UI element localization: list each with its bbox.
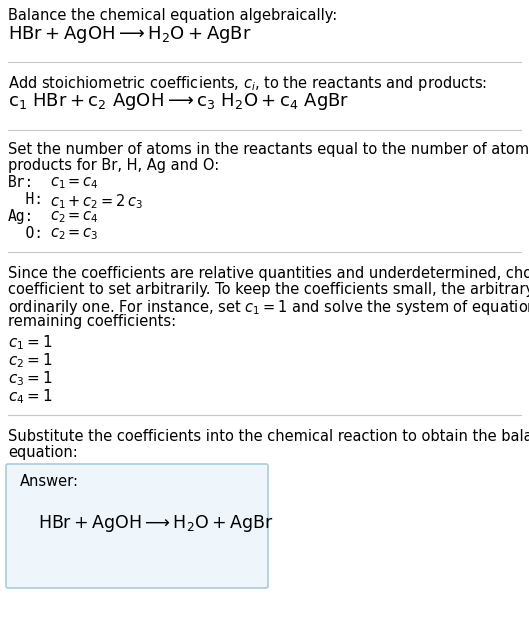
- Text: Answer:: Answer:: [20, 474, 79, 489]
- Text: $\mathrm{c_1\ HBr + c_2\ AgOH \longrightarrow c_3\ H_2O + c_4\ AgBr}$: $\mathrm{c_1\ HBr + c_2\ AgOH \longright…: [8, 91, 349, 112]
- Text: $c_2 = c_4$: $c_2 = c_4$: [50, 209, 99, 224]
- Text: $\mathrm{HBr + AgOH \longrightarrow H_2O + AgBr}$: $\mathrm{HBr + AgOH \longrightarrow H_2O…: [38, 514, 273, 534]
- Text: H:: H:: [8, 192, 43, 207]
- Text: $c_1 = 1$: $c_1 = 1$: [8, 333, 52, 352]
- Text: Since the coefficients are relative quantities and underdetermined, choose a: Since the coefficients are relative quan…: [8, 266, 529, 281]
- Text: $\mathrm{HBr + AgOH \longrightarrow H_2O + AgBr}$: $\mathrm{HBr + AgOH \longrightarrow H_2O…: [8, 24, 252, 45]
- Text: coefficient to set arbitrarily. To keep the coefficients small, the arbitrary va: coefficient to set arbitrarily. To keep …: [8, 282, 529, 297]
- Text: Set the number of atoms in the reactants equal to the number of atoms in the: Set the number of atoms in the reactants…: [8, 142, 529, 157]
- Text: Add stoichiometric coefficients, $c_i$, to the reactants and products:: Add stoichiometric coefficients, $c_i$, …: [8, 74, 487, 93]
- Text: Br:: Br:: [8, 175, 34, 190]
- Text: $c_1 = c_4$: $c_1 = c_4$: [50, 175, 99, 191]
- Text: $c_3 = 1$: $c_3 = 1$: [8, 369, 52, 387]
- Text: products for Br, H, Ag and O:: products for Br, H, Ag and O:: [8, 158, 219, 173]
- Text: ordinarily one. For instance, set $c_1 = 1$ and solve the system of equations fo: ordinarily one. For instance, set $c_1 =…: [8, 298, 529, 317]
- Text: Balance the chemical equation algebraically:: Balance the chemical equation algebraica…: [8, 8, 338, 23]
- Text: remaining coefficients:: remaining coefficients:: [8, 314, 176, 329]
- Text: Substitute the coefficients into the chemical reaction to obtain the balanced: Substitute the coefficients into the che…: [8, 429, 529, 444]
- Text: $c_4 = 1$: $c_4 = 1$: [8, 387, 52, 406]
- Text: $c_2 = c_3$: $c_2 = c_3$: [50, 226, 98, 241]
- Text: $c_2 = 1$: $c_2 = 1$: [8, 351, 52, 370]
- Text: $c_1 + c_2 = 2\,c_3$: $c_1 + c_2 = 2\,c_3$: [50, 192, 143, 211]
- FancyBboxPatch shape: [6, 464, 268, 588]
- Text: Ag:: Ag:: [8, 209, 34, 224]
- Text: O:: O:: [8, 226, 43, 241]
- Text: equation:: equation:: [8, 445, 78, 460]
